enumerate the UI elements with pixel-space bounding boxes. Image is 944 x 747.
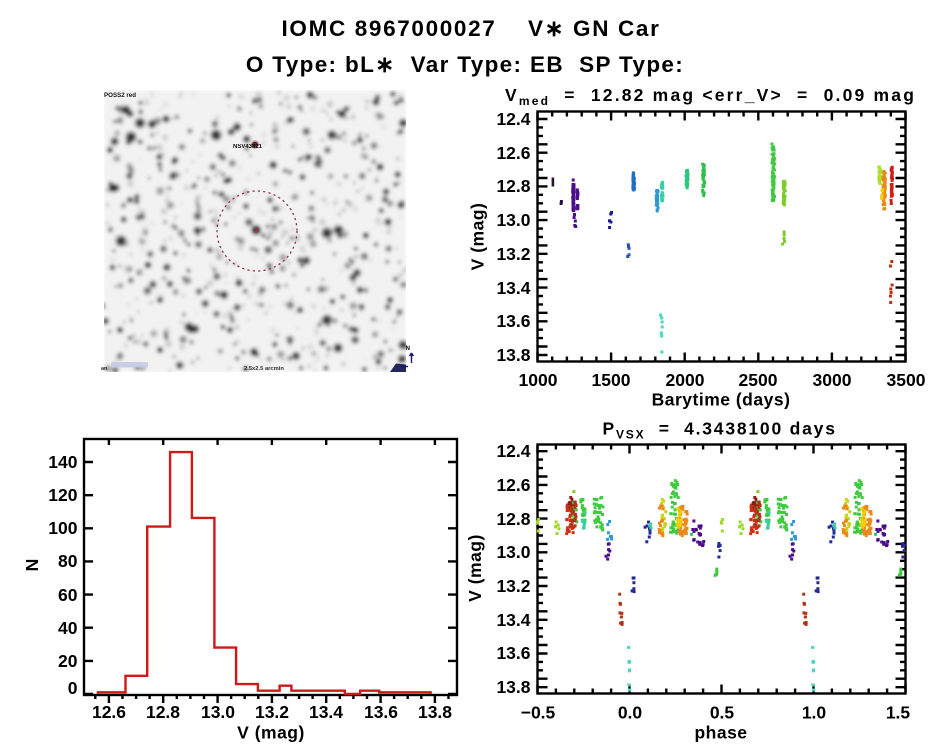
svg-text:100: 100 [48,518,77,538]
svg-text:60: 60 [58,585,78,605]
svg-text:12.8: 12.8 [496,509,530,529]
svg-text:12.6: 12.6 [496,475,530,495]
svg-text:an: an [101,366,108,372]
svg-text:13.2: 13.2 [496,576,530,596]
svg-text:12.6: 12.6 [496,143,530,163]
svg-text:20: 20 [58,651,78,671]
svg-text:1500: 1500 [592,370,631,390]
svg-text:13.8: 13.8 [496,345,530,365]
svg-text:120: 120 [48,485,77,505]
svg-text:12.6: 12.6 [92,702,126,722]
svg-text:13.4: 13.4 [496,278,530,298]
svg-text:12.4: 12.4 [496,441,530,461]
svg-text:O Type: bL∗ Var Type: EB SP: O Type: bL∗ Var Type: EB SP Type: [246,52,684,77]
svg-text:2000: 2000 [666,370,705,390]
svg-text:13.6: 13.6 [496,311,530,331]
svg-text:13.0: 13.0 [496,542,530,562]
svg-text:POSS2 red: POSS2 red [104,92,136,99]
svg-text:N: N [22,559,42,572]
svg-text:0.0: 0.0 [618,703,643,723]
svg-text:2500: 2500 [739,370,778,390]
svg-text:13.6: 13.6 [364,702,398,722]
svg-text:40: 40 [58,618,78,638]
svg-text:2.5x2.5 arcmin: 2.5x2.5 arcmin [244,366,284,372]
svg-text:13.0: 13.0 [496,210,530,230]
svg-text:12.4: 12.4 [496,109,530,129]
svg-text:0: 0 [68,678,78,698]
svg-text:13.2: 13.2 [496,244,530,264]
svg-text:V (mag): V (mag) [465,534,485,602]
svg-text:IOMC 8967000027 V∗ GN Car: IOMC 8967000027 V∗ GN Car [282,16,661,41]
svg-text:N: N [406,345,411,352]
svg-text:NSV43821: NSV43821 [233,144,263,150]
svg-text:V (mag): V (mag) [237,723,305,743]
svg-text:1.5: 1.5 [886,703,911,723]
svg-text:Barytime (days): Barytime (days) [652,390,791,410]
svg-text:3500: 3500 [887,370,926,390]
svg-text:V (mag): V (mag) [468,203,488,271]
svg-text:Vmed = 12.82 mag <err_V> =: Vmed = 12.82 mag <err_V> = 0.09 mag [505,85,916,108]
svg-text:12.8: 12.8 [146,702,180,722]
svg-text:12.8: 12.8 [496,176,530,196]
svg-text:3000: 3000 [813,370,852,390]
svg-text:0.5: 0.5 [710,703,735,723]
svg-text:PVSX = 4.3438100 days: PVSX = 4.3438100 days [603,419,837,442]
svg-text:13.8: 13.8 [496,677,530,697]
svg-text:140: 140 [48,452,77,472]
svg-text:1.0: 1.0 [802,703,827,723]
svg-text:13.6: 13.6 [496,643,530,663]
svg-text:−0.5: −0.5 [521,703,556,723]
svg-text:13.0: 13.0 [201,702,235,722]
svg-text:13.4: 13.4 [496,610,530,630]
svg-text:13.2: 13.2 [255,702,289,722]
svg-text:phase: phase [694,723,747,743]
svg-text:13.8: 13.8 [418,702,452,722]
svg-text:13.4: 13.4 [309,702,343,722]
svg-text:1000: 1000 [519,370,558,390]
svg-text:80: 80 [58,551,78,571]
